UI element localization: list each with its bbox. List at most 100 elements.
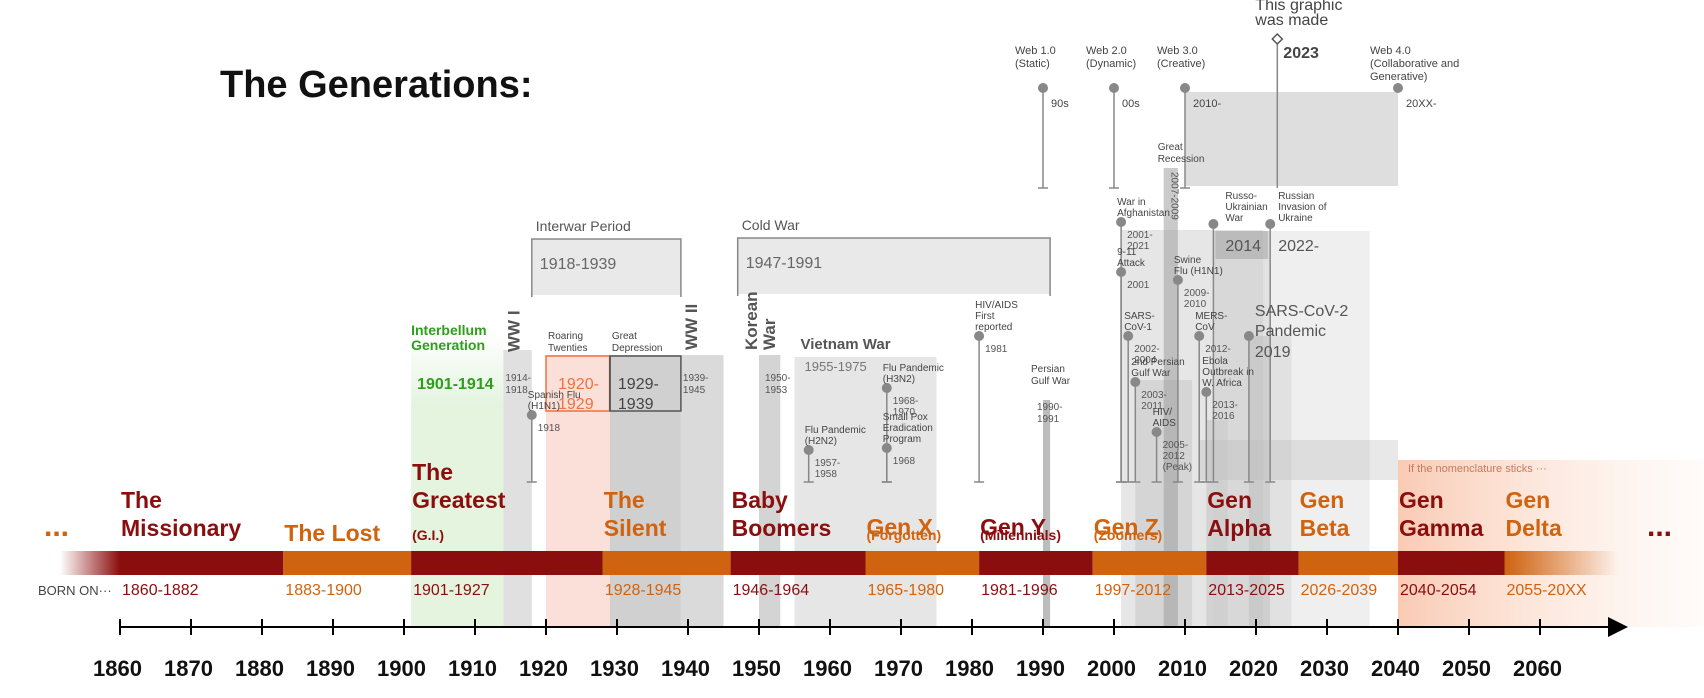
axis-label-2040: 2040 [1371,656,1420,681]
gen-name-3: Silent [604,515,667,541]
page-title: The Generations: [220,64,533,106]
gen-bar-6 [979,551,1093,575]
great-depression-years: 1939 [618,396,654,413]
spanish-flu-years: 1918 [538,423,561,434]
gen-name-11: Delta [1506,515,1562,541]
web-era-0-label: Web 1.0 [1015,45,1056,57]
sars-cov-2-label: SARS-CoV-2 [1255,303,1348,320]
web-era-3-label: Generative) [1370,71,1427,83]
korean-war-years: 1953 [765,385,788,396]
axis-label-1940: 1940 [661,656,710,681]
second-persian-gulf-label: Gulf War [1131,368,1171,379]
gen-bar-5 [865,551,980,575]
smallpox-label: Small Pox [883,412,928,423]
sars-cov-2-label: Pandemic [1255,323,1326,340]
gen-name-8: Gen [1207,487,1252,513]
gen-bar-10 [1398,551,1505,575]
gen-years-7: 1997-2012 [1095,582,1172,599]
axis-label-1990: 1990 [1016,656,1065,681]
web-era-shade-2 [1185,92,1398,186]
flu-pandemic-1957-years: 1957- [815,458,841,469]
vietnam-war-years: 1955-1975 [805,359,867,374]
axis-label-1970: 1970 [874,656,923,681]
mers-cov-label: CoV [1195,322,1215,333]
web-era-3-label: (Collaborative and [1370,58,1459,70]
gen-years-4: 1946-1964 [733,582,810,599]
gen-years-11: 2055-20XX [1507,582,1587,599]
gen-name-9: Gen [1300,487,1345,513]
web-era-1-label: Web 2.0 [1086,45,1127,57]
gen-name-0: The [121,487,162,513]
flu-pandemic-1968-years: 1970 [893,407,916,418]
gen-sub-2: (G.I.) [412,527,444,543]
russian-invasion-label: Invasion of [1278,202,1327,213]
gen-name-3: The [604,487,645,513]
russo-ukrainian-label: War [1225,213,1244,224]
hiv-aids-label: reported [975,322,1012,333]
ebola-label: Ebola [1202,356,1228,367]
great-recession-years: 2007-2009 [1169,172,1180,220]
hiv-aids-peak-years: (Peak) [1163,462,1192,473]
gen-bar-2 [411,551,603,575]
vietnam-war-shade [794,357,937,627]
swine-flu-years: 2010 [1184,299,1207,310]
persian-gulf-years: 1991 [1037,414,1060,425]
interbellum-label: Interbellum [411,322,486,338]
sars-cov-1-years: 2002- [1134,344,1160,355]
pin-ebola-dot [1201,387,1212,397]
flu-pandemic-1957-years: 1958 [815,469,838,480]
ellipsis-left: ... [44,510,69,543]
cold-war-box [737,238,1051,294]
pin-second-persian-gulf-dot [1130,377,1141,387]
gen-name-10: Gamma [1399,515,1484,541]
axis-label-2020: 2020 [1229,656,1278,681]
pin-russo-ukrainian-dot [1208,219,1219,229]
great-depression-shade [609,355,681,627]
pin-nine-eleven-dot [1116,267,1127,277]
sars-cov-1-label: CoV-1 [1124,322,1152,333]
gen-years-2: 1901-1927 [413,582,490,599]
gen-bar-8 [1206,551,1299,575]
interwar-period-label: Interwar Period [536,218,631,234]
web-era-2-label: Web 3.0 [1157,45,1198,57]
gen-years-9: 2026-2039 [1301,582,1378,599]
roaring-twenties-shade [546,355,610,627]
ebola-label: W. Africa [1202,378,1242,389]
hiv-aids-years: 1981 [985,344,1008,355]
flu-pandemic-1968-label: Flu Pandemic [883,363,944,374]
spanish-flu-label: Spanish Flu [528,390,581,401]
gen-years-0: 1860-1882 [122,582,199,599]
gen-name-4: Baby [732,487,788,513]
gen-name-1: The Lost [284,520,380,546]
smallpox-years: 1968 [893,456,916,467]
pin-flu-pandemic-1957-dot [803,445,814,455]
pin-hiv-aids-dot [974,331,985,341]
gen-name-6: Gen Y [980,514,1046,540]
made-marker-diamond [1271,32,1284,46]
vietnam-war-label: Vietnam War [801,336,891,353]
second-persian-gulf-years: 2003- [1141,390,1167,401]
web-era-1-label: (Dynamic) [1086,58,1136,70]
ww1-label: WW I [504,310,523,352]
war-afghanistan-label: Afghanistan [1117,208,1170,219]
pin-flu-pandemic-1968-dot [881,383,892,393]
cold-war-label: Cold War [742,217,800,233]
gen-years-10: 2040-2054 [1400,582,1477,599]
russo-ukrainian-label: Ukrainian [1225,202,1267,213]
roaring-twenties-years: 1929 [558,396,594,413]
hiv-aids-peak-years: 2005- [1163,440,1189,451]
sars-cov-2-years: 2019 [1255,344,1291,361]
russo-ukrainian-label: Russo- [1225,191,1257,202]
persian-gulf-years: 1990- [1037,402,1063,413]
roaring-twenties-label: Roaring [548,331,583,342]
axis-label-2000: 2000 [1087,656,1136,681]
web-era-1-year: 00s [1122,98,1140,110]
ebola-years: 2013- [1212,400,1238,411]
flu-pandemic-1957-label: (H2N2) [805,436,837,447]
cold-war-years: 1947-1991 [746,255,823,272]
roaring-twenties-label: Twenties [548,343,587,354]
gen-name-4: Boomers [732,515,832,541]
second-persian-gulf-years: 2011 [1141,401,1163,412]
axis-label-1960: 1960 [803,656,852,681]
